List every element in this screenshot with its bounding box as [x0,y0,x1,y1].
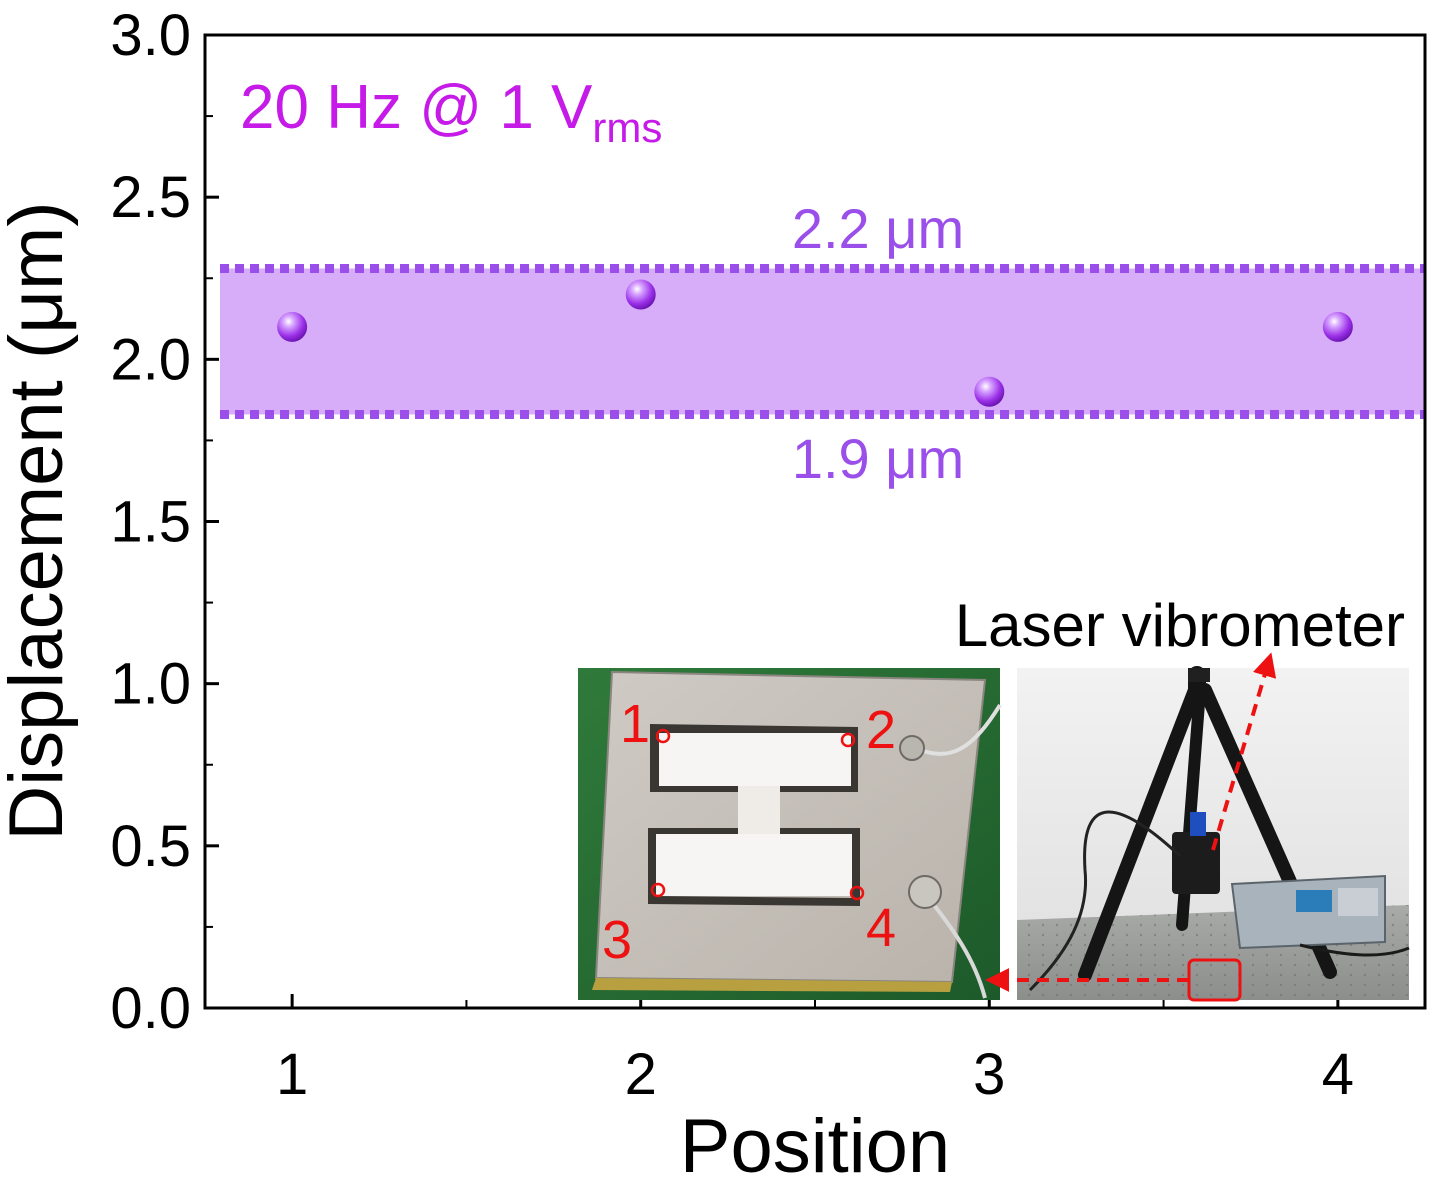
vibrometer-head [1172,832,1220,894]
inset-title: Laser vibrometer [955,592,1405,659]
x-tick-label: 3 [973,1042,1005,1107]
data-point [625,279,656,310]
y-tick-label: 1.5 [110,490,191,555]
marker-point-3 [650,882,666,898]
marker-point-2 [840,732,856,748]
y-tick-label: 1.0 [110,652,191,717]
point-label-4: 4 [866,898,896,958]
x-axis-title: Position [680,1104,950,1179]
range-band [220,268,1425,415]
condition-subscript: rms [592,104,662,151]
y-axis-title: Displacement (μm) [0,201,79,840]
y-tick-label: 2.5 [110,165,191,230]
inset-photos: Laser vibrometer 1 2 3 [578,592,1410,1002]
x-tick-label: 2 [625,1042,657,1107]
condition-label: 20 Hz @ 1 Vrms [240,73,662,151]
data-point [1322,311,1353,342]
data-points [277,279,1353,407]
y-tick-label: 3.0 [110,3,191,68]
arrow-to-label [1211,652,1277,851]
point-label-3: 3 [602,910,632,970]
x-tick-label: 1 [276,1042,308,1107]
y-axis-ticks: 0.0 0.5 1.0 1.5 2.0 2.5 3.0 [110,3,219,1041]
x-axis-ticks: 1 2 3 4 [276,994,1354,1107]
device-photo: 1 2 3 4 [578,668,1002,1000]
lower-bound-label: 1.9 μm [792,427,964,490]
x-tick-label: 4 [1322,1042,1354,1107]
y-tick-label: 0.0 [110,976,191,1041]
y-tick-label: 2.0 [110,327,191,392]
setup-photo [1017,666,1410,1002]
signal-generator [1230,874,1386,950]
data-point [974,376,1005,407]
marker-point-1 [655,728,671,744]
point-label-2: 2 [866,700,896,760]
point-label-1: 1 [620,694,650,754]
condition-main: 20 Hz @ 1 V [240,73,593,142]
data-point [277,311,308,342]
marker-point-4 [849,885,865,901]
y-tick-label: 0.5 [110,814,191,879]
upper-bound-label: 2.2 μm [792,197,964,260]
